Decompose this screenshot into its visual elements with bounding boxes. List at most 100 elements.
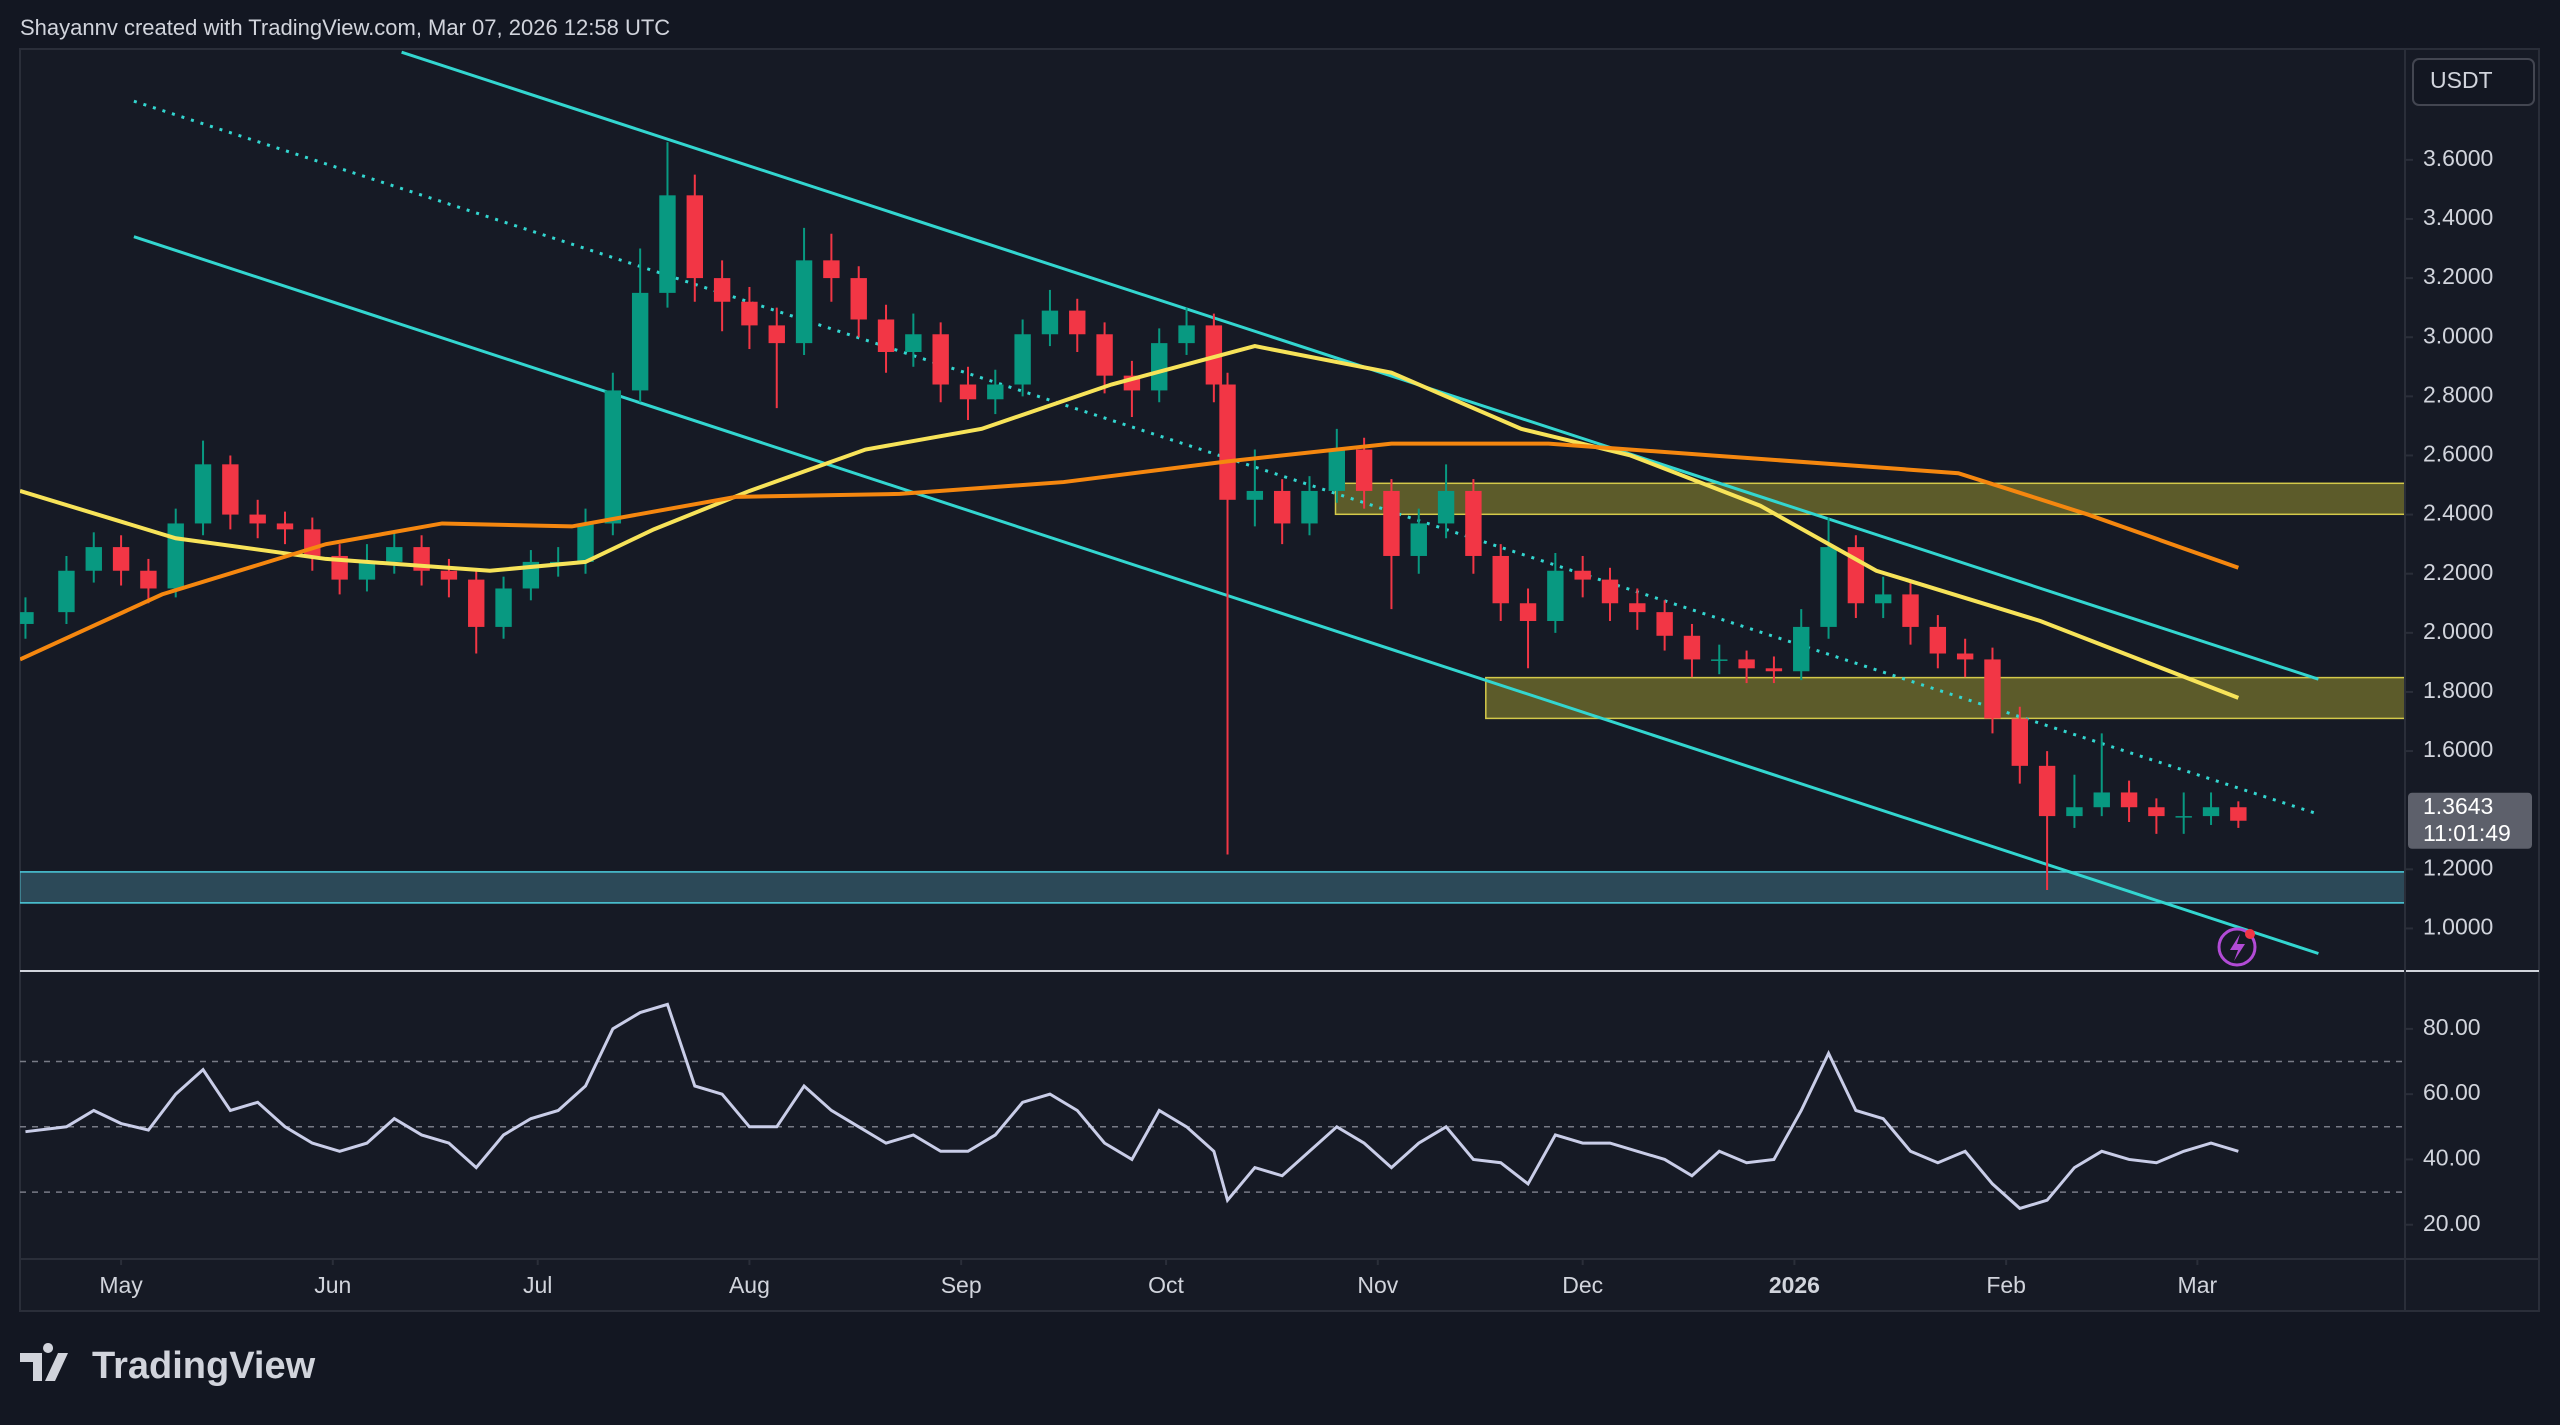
rsi-tick-label: 60.00: [2423, 1079, 2481, 1105]
candle-body: [1601, 579, 1619, 604]
candle-body: [823, 260, 840, 279]
candle-body: [1929, 626, 1947, 654]
candle-body: [1956, 653, 1974, 660]
candle-body: [659, 195, 676, 293]
resistance-zone: [1334, 482, 2405, 516]
rsi-tick-label: 20.00: [2423, 1210, 2481, 1236]
candle-body: [1301, 490, 1318, 524]
candle-body: [1437, 490, 1455, 524]
candle-body: [1178, 325, 1195, 344]
candle-body: [1273, 490, 1291, 524]
candle-body: [358, 561, 376, 580]
header: Shayannv created with TradingView.com, M…: [20, 15, 670, 40]
candle-body: [194, 464, 212, 524]
channel-middle: [133, 99, 2316, 815]
indicator-icon[interactable]: [2217, 927, 2257, 967]
icon-dot: [2245, 929, 2255, 939]
candle-body: [386, 547, 403, 562]
moving-average: [20, 344, 2240, 700]
y-tick-label: 3.2000: [2423, 263, 2493, 289]
icon-bolt: [2230, 934, 2245, 961]
candle-body: [2120, 792, 2138, 808]
candle-body: [1519, 603, 1537, 622]
candle-body: [1547, 570, 1564, 622]
candle-body: [1492, 555, 1509, 604]
candle-body: [631, 292, 649, 391]
brand: TradingView: [20, 1343, 316, 1387]
candle-body: [85, 547, 102, 571]
x-tick-label: May: [99, 1272, 143, 1298]
countdown: 11:01:49: [2423, 820, 2511, 846]
channel-lower: [133, 235, 2319, 955]
candle-body: [1793, 626, 1810, 672]
brand-name: TradingView: [92, 1345, 316, 1387]
candle-body: [2202, 807, 2220, 817]
candle-body: [1765, 668, 1783, 672]
candle-body: [1738, 659, 1755, 669]
candle-body: [112, 547, 130, 571]
candle-body: [1875, 594, 1892, 604]
candle-body: [1355, 449, 1373, 491]
x-tick-label: Mar: [2178, 1272, 2218, 1298]
candle-body: [2011, 718, 2028, 766]
rsi-tick-label: 40.00: [2423, 1145, 2481, 1171]
currency[interactable]: USDT: [2430, 67, 2493, 93]
candle-body: [768, 325, 785, 344]
candle-body: [249, 514, 266, 524]
brand-logo: [20, 1343, 68, 1381]
x-tick-label: Jun: [314, 1272, 351, 1298]
candle-body: [1410, 523, 1427, 556]
y-tick-label: 2.0000: [2423, 618, 2493, 644]
candle-body: [1069, 310, 1086, 335]
rsi-line: [25, 1002, 2239, 1211]
y-tick-label: 1.8000: [2423, 677, 2493, 703]
candle-body: [1711, 659, 1728, 661]
support-zone: [1485, 676, 2405, 720]
candle-body: [795, 260, 813, 344]
candle-body: [877, 319, 895, 352]
y-tick-label: 3.0000: [2423, 322, 2493, 348]
y-tick-label: 1.2000: [2423, 854, 2493, 880]
candle-body: [741, 301, 758, 326]
candle-body: [1683, 635, 1701, 660]
y-tick-label: 3.6000: [2423, 145, 2493, 171]
demand-zone: [20, 871, 2405, 904]
candle-body: [20, 612, 34, 624]
last-price-box: [2408, 792, 2532, 849]
candle-body: [276, 523, 294, 530]
candle-body: [2038, 765, 2056, 817]
moving-average: [20, 441, 2240, 662]
candle-body: [1328, 449, 1345, 491]
candle-body: [1205, 325, 1223, 385]
y-tick-label: 3.4000: [2423, 204, 2493, 230]
rsi-tick-label: 80.00: [2423, 1014, 2481, 1040]
candle-body: [1096, 334, 1113, 376]
candle-body: [1656, 612, 1673, 636]
y-tick-label: 1.0000: [2423, 914, 2493, 940]
y-tick-label: 2.8000: [2423, 381, 2493, 407]
candle-body: [1041, 310, 1059, 335]
frame: [19, 48, 2540, 1312]
candle-body: [140, 570, 157, 589]
candle-body: [2148, 807, 2165, 817]
x-tick-label: Sep: [941, 1272, 982, 1298]
candle-body: [1629, 603, 1646, 613]
candle-body: [440, 570, 458, 580]
candle-body: [932, 334, 949, 385]
candle-body: [1246, 490, 1264, 500]
candle-body: [222, 464, 239, 515]
drawings: [20, 50, 2405, 955]
x-tick-label: Nov: [1357, 1272, 1398, 1298]
y-tick-label: 2.4000: [2423, 500, 2493, 526]
candle-body: [58, 570, 75, 613]
candle-body: [1984, 659, 2001, 719]
candle-body: [1219, 384, 1236, 500]
candle-body: [2230, 807, 2247, 821]
candle-body: [468, 579, 485, 627]
candle-body: [686, 195, 703, 279]
candle-body: [1902, 594, 1919, 627]
currency-box[interactable]: [2412, 58, 2535, 106]
x-tick-label: Dec: [1562, 1272, 1603, 1298]
plot: [20, 142, 2247, 891]
